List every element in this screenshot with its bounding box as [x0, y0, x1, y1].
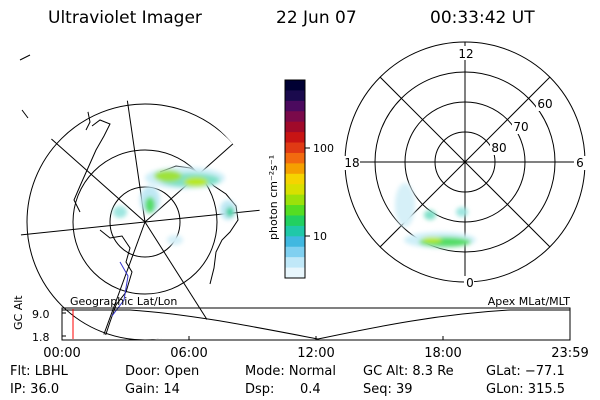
colorbar-stripe — [285, 90, 305, 102]
instrument-title: Ultraviolet Imager — [48, 8, 202, 28]
colorbar-stripe — [285, 257, 305, 269]
mlt-label-18: 18 — [344, 156, 359, 170]
date-label: 22 Jun 07 — [276, 8, 357, 28]
magnetic-map: 12 18 6 0 60 70 80 — [344, 41, 586, 290]
colorbar-stripe — [285, 100, 305, 112]
timeline-ytick-high: 9.0 — [32, 308, 50, 321]
timeline-xtick-2359: 23:59 — [551, 346, 588, 361]
colorbar-stripe — [285, 215, 305, 227]
footer-mode: Mode: Normal — [245, 364, 336, 379]
colorbar-tick-10: 10 — [313, 230, 327, 243]
mlat-label-80: 80 — [491, 141, 506, 155]
magnetic-label: Apex MLat/MLT — [488, 295, 571, 308]
footer-ip: IP: 36.0 — [10, 382, 60, 397]
footer-dsp-label: Dsp: — [245, 382, 275, 397]
colorbar-stripe — [285, 225, 305, 237]
timeline-xtick-0000: 00:00 — [43, 346, 80, 361]
geographic-label: Geographic Lat/Lon — [70, 295, 177, 308]
mlt-label-12: 12 — [458, 47, 473, 61]
mlt-label-0: 0 — [466, 276, 474, 290]
footer-flt: Flt: LBHL — [10, 364, 68, 379]
footer-door: Door: Open — [125, 364, 200, 379]
colorbar-stripe — [285, 80, 305, 91]
colorbar-stripe — [285, 152, 305, 164]
colorbar-unit-label: photon cm⁻²s⁻¹ — [267, 155, 280, 240]
colorbar-stripe — [285, 173, 305, 185]
timeline-axis-label: GC Alt — [12, 295, 25, 330]
colorbar-stripe — [285, 142, 305, 154]
colorbar-tick-100: 100 — [313, 142, 334, 155]
footer-glon: GLon: 315.5 — [486, 382, 566, 397]
colorbar-stripe — [285, 163, 305, 175]
colorbar-stripe — [285, 184, 305, 196]
colorbar-stripe — [285, 246, 305, 258]
colorbar-stripe — [285, 132, 305, 144]
altitude-timeline: GC Alt 9.0 1.8 00:00 06:00 12:00 18:00 2… — [12, 295, 589, 361]
mlat-label-70: 70 — [513, 120, 528, 134]
timeline-xtick-1800: 18:00 — [424, 346, 461, 361]
timeline-ytick-low: 1.8 — [32, 331, 50, 344]
footer-dsp-value: 0.4 — [300, 382, 321, 397]
colorbar-stripe — [285, 111, 305, 123]
footer-gain: Gain: 14 — [125, 382, 180, 397]
timeline-xtick-0600: 06:00 — [170, 346, 207, 361]
mlt-label-6: 6 — [576, 156, 584, 170]
timeline-xtick-1200: 12:00 — [297, 346, 334, 361]
colorbar-stripe — [285, 267, 305, 279]
colorbar-stripe — [285, 236, 305, 248]
colorbar-stripe — [285, 205, 305, 216]
mlat-label-60: 60 — [537, 97, 552, 111]
footer-gc-alt: GC Alt: 8.3 Re — [363, 364, 454, 379]
time-label: 00:33:42 UT — [430, 8, 535, 28]
footer-glat: GLat: −77.1 — [486, 364, 565, 379]
colorbar-stripe — [285, 194, 305, 206]
colorbar: 100 10 photon cm⁻²s⁻¹ — [267, 79, 334, 279]
colorbar-stripe — [285, 121, 305, 133]
footer-seq: Seq: 39 — [363, 382, 413, 397]
